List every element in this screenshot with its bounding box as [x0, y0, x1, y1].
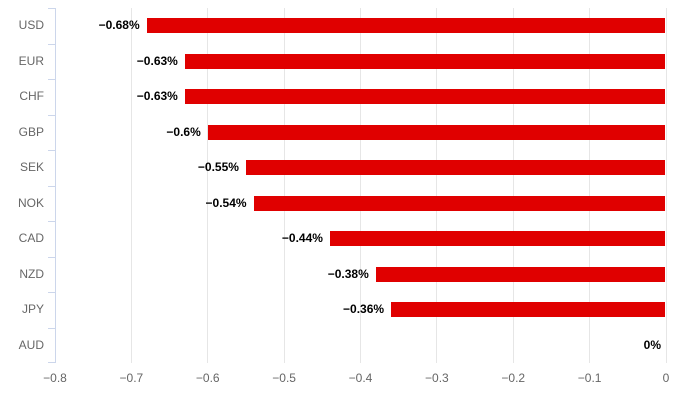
- x-tick-label: −0.3: [425, 371, 449, 385]
- gridline: [512, 8, 514, 363]
- bar-chf: [184, 89, 665, 105]
- category-axis-tick: [48, 44, 55, 45]
- category-axis-tick: [48, 292, 55, 293]
- x-tick-label: −0.7: [119, 371, 144, 385]
- data-label-jpy: −0.36%: [343, 302, 385, 317]
- gridline: [436, 8, 438, 363]
- bar-usd: [146, 18, 665, 34]
- gridline: [283, 8, 285, 363]
- category-label-jpy: JPY: [21, 302, 44, 316]
- bar-jpy: [391, 302, 665, 318]
- bar-gbp: [207, 124, 665, 140]
- category-axis-tick: [48, 186, 55, 187]
- category-axis-tick: [48, 328, 55, 329]
- plot-area: −0.68% −0.63% −0.63% −0.6% −0.55% −0.54% −0.44…: [48, 8, 667, 363]
- category-axis-tick: [48, 8, 55, 9]
- category-label-usd: USD: [18, 18, 44, 32]
- category-label-cad: CAD: [18, 231, 44, 245]
- x-tick-label: −0.4: [348, 371, 373, 385]
- category-label-eur: EUR: [18, 53, 44, 68]
- category-axis-line: [55, 8, 56, 363]
- data-label-usd: −0.68%: [98, 18, 140, 33]
- bar-eur: [184, 53, 665, 69]
- category-axis-tick: [48, 257, 55, 258]
- bar-nzd: [375, 266, 665, 282]
- data-label-sek: −0.55%: [197, 160, 239, 175]
- category-label-aud: AUD: [18, 337, 44, 352]
- x-tick-label: −0.1: [577, 371, 602, 385]
- gridline: [207, 8, 209, 363]
- bar-cad: [329, 231, 665, 247]
- x-tick-label: −0.2: [501, 371, 526, 385]
- category-label-nok: NOK: [17, 195, 44, 210]
- category-label-gbp: GBP: [18, 124, 44, 139]
- gridline: [360, 8, 361, 363]
- x-tick-label: 0: [662, 371, 670, 385]
- data-label-aud: 0%: [643, 337, 661, 352]
- category-axis-tick: [48, 79, 55, 80]
- category-axis-tick: [48, 115, 55, 116]
- bar-sek: [245, 160, 665, 176]
- gridline: [130, 8, 132, 363]
- data-label-eur: −0.63%: [136, 53, 178, 68]
- category-axis-tick: [48, 221, 55, 222]
- category-label-sek: SEK: [19, 160, 44, 174]
- x-tick-label: −0.8: [43, 371, 67, 385]
- data-label-nok: −0.54%: [205, 195, 247, 210]
- bar-nok: [253, 195, 665, 211]
- category-axis-tick: [48, 362, 55, 363]
- x-tick-label: −0.6: [195, 371, 220, 385]
- gridline: [589, 8, 591, 363]
- category-axis: USD EUR CHF GBP SEK NOK CAD NZD JPY AUD: [0, 8, 44, 363]
- category-axis-tick: [48, 150, 55, 151]
- data-label-gbp: −0.6%: [166, 124, 201, 139]
- data-label-cad: −0.44%: [281, 231, 323, 246]
- data-label-nzd: −0.38%: [327, 266, 369, 281]
- category-label-nzd: NZD: [19, 266, 44, 281]
- data-label-chf: −0.63%: [136, 89, 178, 104]
- gridline: [665, 8, 667, 363]
- x-tick-label: −0.5: [272, 371, 296, 385]
- category-label-chf: CHF: [19, 89, 44, 103]
